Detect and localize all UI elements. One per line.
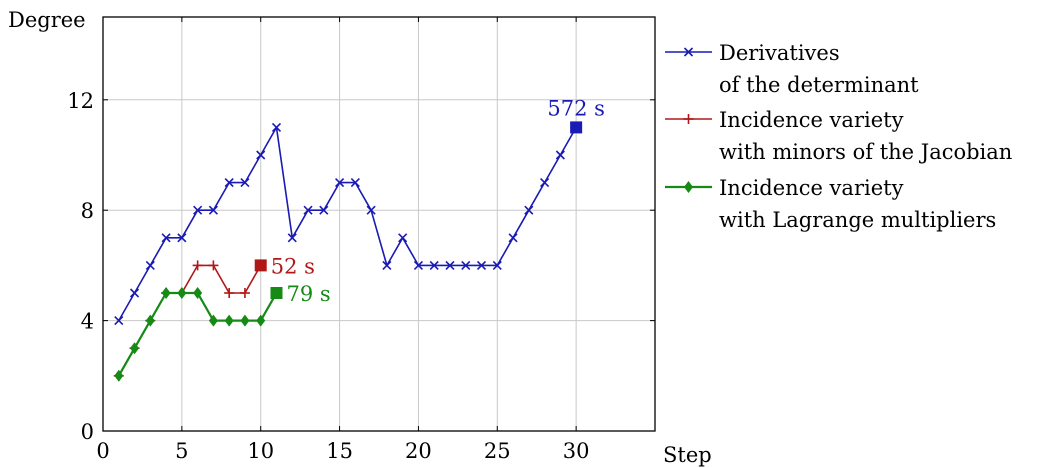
data-point bbox=[398, 233, 408, 243]
data-point bbox=[224, 314, 234, 327]
data-point bbox=[382, 260, 392, 270]
data-point bbox=[224, 288, 235, 298]
legend-marker bbox=[684, 181, 693, 193]
data-point bbox=[208, 260, 219, 271]
data-point bbox=[129, 288, 140, 298]
axis-ticks: 0 5 10 15 20 25 30 0 4 8 12 bbox=[67, 17, 655, 463]
data-point bbox=[445, 260, 455, 270]
data-point bbox=[508, 233, 518, 243]
end-marker bbox=[570, 121, 583, 134]
data-point bbox=[161, 233, 171, 243]
data-point bbox=[461, 260, 471, 270]
data-point bbox=[271, 122, 282, 132]
x-axis-label: Step bbox=[663, 443, 712, 467]
x-tick-label: 10 bbox=[247, 439, 274, 463]
data-point bbox=[240, 178, 250, 188]
y-tick-label: 12 bbox=[67, 89, 94, 113]
data-point bbox=[224, 178, 234, 188]
timing-annotation: 79 s bbox=[286, 282, 330, 306]
data-point bbox=[193, 205, 203, 215]
legend: Derivatives of the determinant Incidence v… bbox=[665, 41, 1012, 232]
end-marker bbox=[270, 287, 283, 299]
data-point bbox=[161, 287, 171, 299]
series-line bbox=[117, 291, 278, 377]
grid-lines bbox=[103, 17, 655, 431]
series-1: 572 s bbox=[114, 96, 605, 326]
data-point bbox=[524, 205, 534, 215]
legend-marker bbox=[683, 47, 694, 57]
y-tick-label: 0 bbox=[81, 420, 94, 444]
data-point bbox=[208, 314, 218, 327]
data-point bbox=[145, 314, 155, 327]
series: 572 s 52 s 79 s bbox=[113, 96, 605, 382]
x-tick-label: 20 bbox=[405, 439, 432, 463]
plot-area bbox=[102, 16, 656, 432]
data-point bbox=[256, 150, 266, 160]
data-point bbox=[366, 205, 376, 215]
data-point bbox=[429, 260, 439, 270]
y-tick-label: 8 bbox=[81, 199, 94, 223]
x-tick-label: 25 bbox=[484, 439, 511, 463]
legend-marker bbox=[683, 114, 694, 124]
data-point bbox=[239, 288, 250, 298]
legend-label: with minors of the Jacobian bbox=[719, 140, 1012, 164]
data-point bbox=[130, 342, 140, 355]
legend-entry-3: Incidence variety with Lagrange multiplie… bbox=[665, 176, 996, 232]
series-3: 79 s bbox=[114, 282, 331, 382]
data-point bbox=[114, 369, 124, 382]
data-point bbox=[413, 260, 423, 270]
legend-label: of the determinant bbox=[719, 73, 919, 97]
x-tick-label: 15 bbox=[326, 439, 353, 463]
x-tick-label: 5 bbox=[175, 439, 188, 463]
data-point bbox=[177, 233, 187, 243]
x-tick-label: 0 bbox=[96, 439, 109, 463]
data-point bbox=[492, 260, 502, 270]
series-line bbox=[118, 126, 577, 321]
data-point bbox=[192, 260, 203, 271]
y-axis-label: Degree bbox=[8, 8, 86, 32]
data-point bbox=[555, 150, 565, 160]
data-point bbox=[145, 260, 155, 270]
data-point bbox=[193, 287, 203, 299]
legend-entry-1: Derivatives of the determinant bbox=[665, 41, 919, 97]
data-point bbox=[114, 316, 124, 326]
data-point bbox=[476, 260, 487, 270]
legend-label: Incidence variety bbox=[719, 176, 904, 200]
data-point bbox=[208, 205, 218, 215]
data-point bbox=[335, 178, 345, 188]
timing-annotation: 572 s bbox=[547, 96, 605, 120]
data-point bbox=[303, 205, 313, 215]
legend-label: Incidence variety bbox=[719, 108, 904, 132]
data-point bbox=[256, 314, 266, 327]
data-point bbox=[540, 178, 550, 188]
end-marker bbox=[254, 259, 267, 272]
legend-label: Derivatives bbox=[719, 41, 840, 65]
y-tick-label: 4 bbox=[81, 310, 94, 334]
data-point bbox=[350, 178, 360, 188]
data-point bbox=[240, 314, 250, 327]
legend-entry-2: Incidence variety with minors of the Jaco… bbox=[665, 108, 1012, 164]
data-point bbox=[319, 205, 329, 215]
data-point bbox=[287, 233, 297, 243]
x-tick-label: 30 bbox=[563, 439, 590, 463]
legend-label: with Lagrange multipliers bbox=[719, 208, 996, 232]
data-point bbox=[177, 287, 187, 299]
timing-annotation: 52 s bbox=[271, 254, 315, 278]
